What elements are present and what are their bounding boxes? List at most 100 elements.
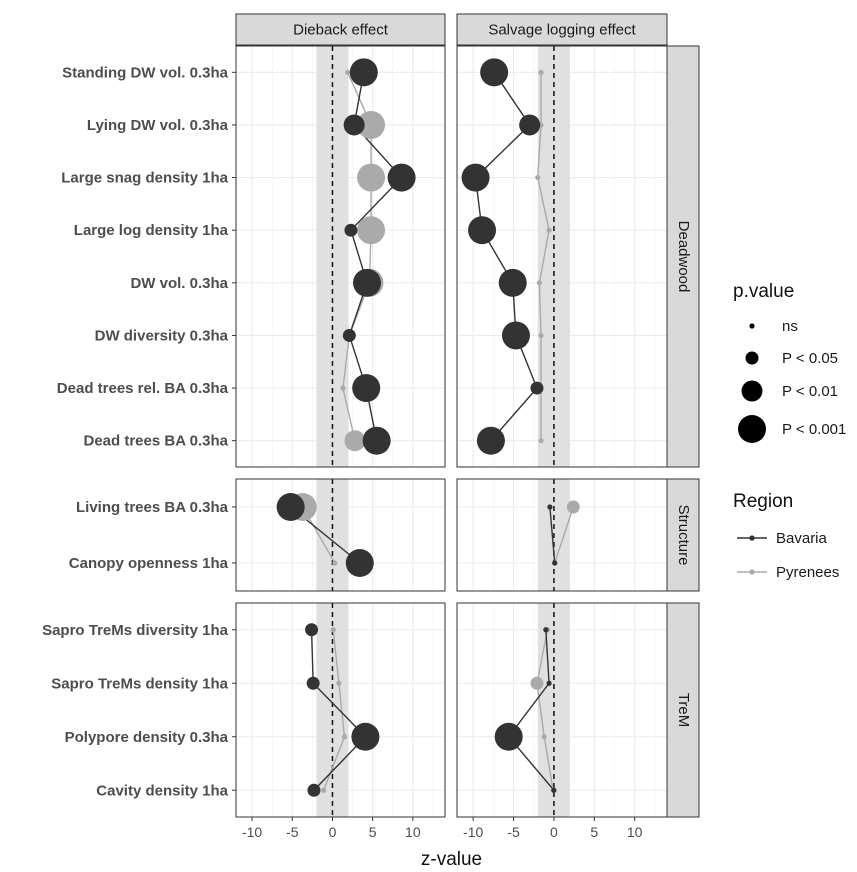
point-pyrenees-dw-diversity-0-3ha xyxy=(538,332,544,339)
facet-strip-structure xyxy=(666,478,700,592)
point-pyrenees-large-snag-density-1ha xyxy=(535,174,541,181)
point-pyrenees-polypore-density-0-3ha xyxy=(341,734,348,740)
point-pyrenees-dead-trees-rel-ba-0-3ha xyxy=(340,385,346,391)
point-bavaria-large-log-density-1ha xyxy=(468,216,497,245)
facet-label-deadwood: Deadwood xyxy=(675,221,692,293)
legend-pvalue-label-p-0-001: P < 0.001 xyxy=(782,421,846,438)
legend-region-label-bavaria: Bavaria xyxy=(776,530,828,547)
point-bavaria-sapro-trems-density-1ha xyxy=(546,680,552,686)
facet-strip-deadwood xyxy=(666,45,700,468)
point-bavaria-standing-dw-vol-0-3ha xyxy=(349,58,378,87)
facet-strip-trem xyxy=(666,602,700,818)
point-pyrenees-large-log-density-1ha xyxy=(546,227,552,233)
legend-region-label-pyrenees: Pyrenees xyxy=(776,564,839,581)
x-tick-label: 10 xyxy=(627,824,643,840)
legend-pvalue-key-p-0-001 xyxy=(738,415,766,443)
point-bavaria-cavity-density-1ha xyxy=(551,787,557,793)
series-line-pyrenees xyxy=(554,506,574,564)
point-bavaria-polypore-density-0-3ha xyxy=(351,722,380,751)
x-tick-label: 5 xyxy=(590,824,598,840)
point-bavaria-dead-trees-rel-ba-0-3ha xyxy=(352,374,381,403)
y-tick-label-lying-dw-vol-0-3ha: Lying DW vol. 0.3ha xyxy=(87,117,229,134)
point-bavaria-living-trees-ba-0-3ha xyxy=(547,504,553,510)
facet-label-dieback-effect: Dieback effect xyxy=(293,22,389,39)
legend-region-point-bavaria xyxy=(749,535,755,541)
x-tick-label: -10 xyxy=(242,824,262,840)
point-bavaria-dead-trees-rel-ba-0-3ha xyxy=(530,381,544,395)
point-pyrenees-cavity-density-1ha xyxy=(321,787,327,793)
panel-structure-dieback-border xyxy=(235,478,446,592)
x-tick-label: 0 xyxy=(550,824,558,840)
legend-region-title: Region xyxy=(733,491,793,512)
point-pyrenees-standing-dw-vol-0-3ha xyxy=(538,69,544,75)
point-pyrenees-dead-trees-ba-0-3ha xyxy=(538,438,544,444)
point-bavaria-dw-diversity-0-3ha xyxy=(501,321,530,350)
y-tick-label-cavity-density-1ha: Cavity density 1ha xyxy=(96,782,228,799)
point-bavaria-dw-vol-0-3ha xyxy=(353,268,382,297)
x-tick-label: 10 xyxy=(405,824,421,840)
point-pyrenees-standing-dw-vol-0-3ha xyxy=(345,69,351,75)
y-tick-label-living-trees-ba-0-3ha: Living trees BA 0.3ha xyxy=(76,499,229,516)
point-pyrenees-dead-trees-ba-0-3ha xyxy=(344,430,366,452)
legend-pvalue-label-ns: ns xyxy=(782,318,798,335)
point-bavaria-sapro-trems-density-1ha xyxy=(306,676,320,690)
x-tick-label: -5 xyxy=(286,824,299,840)
point-bavaria-cavity-density-1ha xyxy=(307,783,321,797)
point-pyrenees-living-trees-ba-0-3ha xyxy=(566,500,580,514)
point-bavaria-sapro-trems-diversity-1ha xyxy=(305,623,319,637)
point-bavaria-large-snag-density-1ha xyxy=(387,163,416,192)
point-bavaria-lying-dw-vol-0-3ha xyxy=(519,114,541,136)
panel-deadwood-dieback-border xyxy=(235,45,446,468)
series-line-bavaria xyxy=(310,629,367,791)
point-pyrenees-sapro-trems-density-1ha xyxy=(530,676,544,690)
panel-trem-dieback-border xyxy=(235,602,446,818)
series-line-pyrenees xyxy=(536,629,554,791)
point-pyrenees-large-log-density-1ha xyxy=(357,216,386,245)
legend-pvalue-key-ns xyxy=(749,323,755,329)
point-pyrenees-lying-dw-vol-0-3ha xyxy=(357,110,386,139)
y-tick-label-dead-trees-ba-0-3ha: Dead trees BA 0.3ha xyxy=(83,433,228,450)
legend-pvalue-key-p-0-05 xyxy=(745,351,759,365)
point-bavaria-polypore-density-0-3ha xyxy=(494,722,523,751)
facet-strip-salvage-logging-effect xyxy=(456,13,668,46)
point-pyrenees-sapro-trems-density-1ha xyxy=(336,680,342,686)
point-bavaria-living-trees-ba-0-3ha xyxy=(276,493,305,521)
x-tick-label: 5 xyxy=(369,824,377,840)
facet-label-structure: Structure xyxy=(675,505,692,566)
y-tick-label-large-snag-density-1ha: Large snag density 1ha xyxy=(61,170,228,187)
point-bavaria-large-log-density-1ha xyxy=(344,223,358,237)
point-bavaria-dead-trees-ba-0-3ha xyxy=(362,426,391,455)
x-tick-label: -5 xyxy=(507,824,520,840)
y-tick-label-standing-dw-vol-0-3ha: Standing DW vol. 0.3ha xyxy=(62,64,229,81)
legend-region-point-pyrenees xyxy=(749,569,755,575)
point-pyrenees-large-snag-density-1ha xyxy=(357,163,386,192)
y-tick-label-canopy-openness-1ha: Canopy openness 1ha xyxy=(69,555,229,572)
x-tick-label: -10 xyxy=(463,824,483,840)
point-bavaria-large-snag-density-1ha xyxy=(461,163,490,192)
series-line-bavaria xyxy=(507,629,555,791)
facet-label-salvage-logging-effect: Salvage logging effect xyxy=(488,22,636,39)
legend-pvalue-title: p.value xyxy=(733,281,794,302)
series-line-pyrenees xyxy=(537,72,550,441)
point-pyrenees-canopy-openness-1ha xyxy=(332,560,338,566)
y-tick-label-polypore-density-0-3ha: Polypore density 0.3ha xyxy=(65,729,229,746)
point-bavaria-dead-trees-ba-0-3ha xyxy=(476,426,505,455)
significance-band xyxy=(537,603,571,817)
point-pyrenees-polypore-density-0-3ha xyxy=(541,734,547,740)
point-pyrenees-dw-vol-0-3ha xyxy=(536,280,542,286)
y-tick-label-sapro-trems-density-1ha: Sapro TreMs density 1ha xyxy=(51,675,228,692)
point-bavaria-lying-dw-vol-0-3ha xyxy=(343,114,365,136)
point-bavaria-canopy-openness-1ha xyxy=(345,549,374,577)
point-bavaria-dw-diversity-0-3ha xyxy=(342,328,356,342)
point-pyrenees-sapro-trems-diversity-1ha xyxy=(330,627,336,633)
y-tick-label-dw-diversity-0-3ha: DW diversity 0.3ha xyxy=(95,327,229,344)
legend-pvalue-label-p-0-05: P < 0.05 xyxy=(782,350,838,367)
y-tick-label-large-log-density-1ha: Large log density 1ha xyxy=(74,222,229,239)
x-tick-label: 0 xyxy=(329,824,337,840)
point-bavaria-dw-vol-0-3ha xyxy=(498,268,527,297)
point-bavaria-sapro-trems-diversity-1ha xyxy=(543,627,549,633)
series-line-pyrenees xyxy=(322,629,346,791)
series-line-bavaria xyxy=(549,506,556,564)
